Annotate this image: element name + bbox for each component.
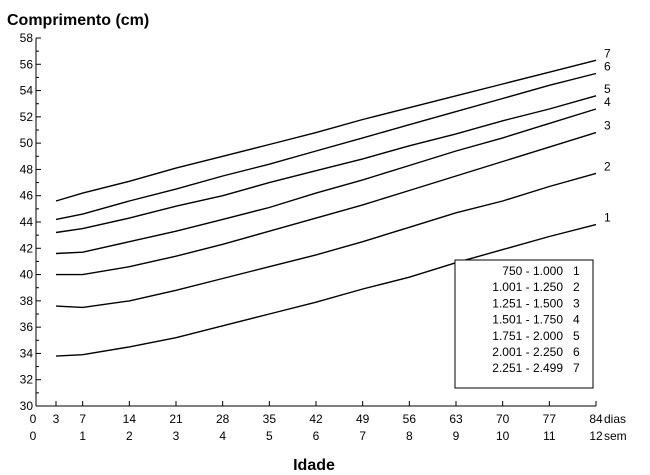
series-label-5: 5 bbox=[604, 82, 611, 96]
y-tick-label: 54 bbox=[20, 84, 34, 98]
x-tick-label-days: 84 bbox=[589, 412, 603, 426]
x-tick-label-weeks: 4 bbox=[219, 429, 226, 443]
legend-range-1: 750 - 1.000 bbox=[502, 264, 563, 278]
x-tick-label-weeks: 8 bbox=[406, 429, 413, 443]
y-tick-label: 40 bbox=[20, 268, 34, 282]
x-tick-label-days: 3 bbox=[53, 412, 60, 426]
x-tick-label-days: 56 bbox=[403, 412, 417, 426]
x-axis-title: Idade bbox=[293, 457, 335, 474]
x-tick-label-weeks: 7 bbox=[359, 429, 366, 443]
y-tick-label: 46 bbox=[20, 189, 34, 203]
y-tick-label: 42 bbox=[20, 241, 34, 255]
y-tick-label: 52 bbox=[20, 110, 34, 124]
x-tick-label-days: 14 bbox=[123, 412, 137, 426]
y-tick-label: 30 bbox=[20, 399, 34, 413]
legend-range-3: 1.251 - 1.500 bbox=[492, 296, 563, 310]
legend-range-4: 1.501 - 1.750 bbox=[492, 313, 563, 327]
series-line-4 bbox=[55, 108, 597, 255]
legend-id-1: 1 bbox=[573, 264, 580, 278]
y-tick-label: 38 bbox=[20, 294, 34, 308]
series-line-2 bbox=[55, 172, 597, 309]
series-label-4: 4 bbox=[604, 95, 611, 109]
y-tick-label: 44 bbox=[20, 215, 34, 229]
legend-range-7: 2.251 - 2.499 bbox=[492, 361, 563, 375]
y-axis-title: Comprimento (cm) bbox=[7, 12, 149, 29]
x-tick-label-days: 63 bbox=[449, 412, 463, 426]
x-tick-label-days: 35 bbox=[263, 412, 277, 426]
x-tick-label-weeks: 3 bbox=[173, 429, 180, 443]
x-tick-label-days: 70 bbox=[496, 412, 510, 426]
y-tick-label: 34 bbox=[20, 346, 34, 360]
x-tick-label-weeks: 11 bbox=[543, 429, 556, 443]
x-tick-label-weeks: 1 bbox=[79, 429, 86, 443]
series-label-7: 7 bbox=[604, 46, 611, 60]
legend-range-2: 1.001 - 1.250 bbox=[492, 280, 563, 294]
series-line-7 bbox=[55, 59, 597, 202]
series-line-3 bbox=[56, 131, 597, 276]
x-tick-label-weeks: 12 bbox=[589, 429, 603, 443]
x-tick-label-days: 42 bbox=[309, 412, 323, 426]
x-tick-label-weeks: 2 bbox=[126, 429, 133, 443]
series-line-6 bbox=[55, 72, 597, 221]
x-unit-weeks: sem bbox=[604, 429, 627, 443]
x-tick-label-days: 0 bbox=[30, 412, 37, 426]
legend-range-6: 2.001 - 2.250 bbox=[492, 345, 563, 359]
x-tick-label-weeks: 6 bbox=[313, 429, 320, 443]
y-tick-label: 50 bbox=[20, 136, 34, 150]
x-tick-label-days: 28 bbox=[216, 412, 230, 426]
x-tick-label-weeks: 5 bbox=[266, 429, 273, 443]
legend-id-3: 3 bbox=[573, 296, 580, 310]
legend-id-4: 4 bbox=[573, 313, 580, 327]
x-unit-days: dias bbox=[604, 412, 626, 426]
legend: 750 - 1.000 1 1.001 - 1.250 2 1.251 - 1.500 3… bbox=[454, 259, 594, 389]
y-axis: 30 32 34 36 38 40 42 44 46 48 50 52 54 56 58 bbox=[20, 31, 41, 413]
series-label-6: 6 bbox=[604, 59, 611, 73]
y-tick-label: 48 bbox=[20, 162, 34, 176]
legend-id-5: 5 bbox=[573, 329, 580, 343]
x-tick-label-days: 7 bbox=[79, 412, 86, 426]
legend-id-2: 2 bbox=[573, 280, 580, 294]
x-tick-label-weeks: 9 bbox=[453, 429, 460, 443]
x-tick-label-days: 21 bbox=[169, 412, 183, 426]
legend-id-6: 6 bbox=[573, 345, 580, 359]
legend-range-5: 1.751 - 2.000 bbox=[492, 329, 563, 343]
series-label-2: 2 bbox=[604, 159, 611, 173]
y-tick-label: 32 bbox=[20, 373, 34, 387]
series-label-1: 1 bbox=[604, 211, 611, 225]
x-tick-label-weeks: 0 bbox=[30, 429, 37, 443]
series-line-5 bbox=[55, 95, 597, 234]
x-tick-label-days: 49 bbox=[356, 412, 370, 426]
series-line-1 bbox=[55, 223, 597, 357]
series-label-3: 3 bbox=[604, 119, 611, 133]
legend-box bbox=[454, 259, 594, 389]
legend-id-7: 7 bbox=[573, 361, 580, 375]
y-tick-label: 56 bbox=[20, 57, 34, 71]
x-tick-label-weeks: 10 bbox=[496, 429, 510, 443]
y-tick-label: 58 bbox=[20, 31, 34, 45]
y-tick-label: 36 bbox=[20, 320, 34, 334]
x-tick-label-days: 77 bbox=[543, 412, 557, 426]
